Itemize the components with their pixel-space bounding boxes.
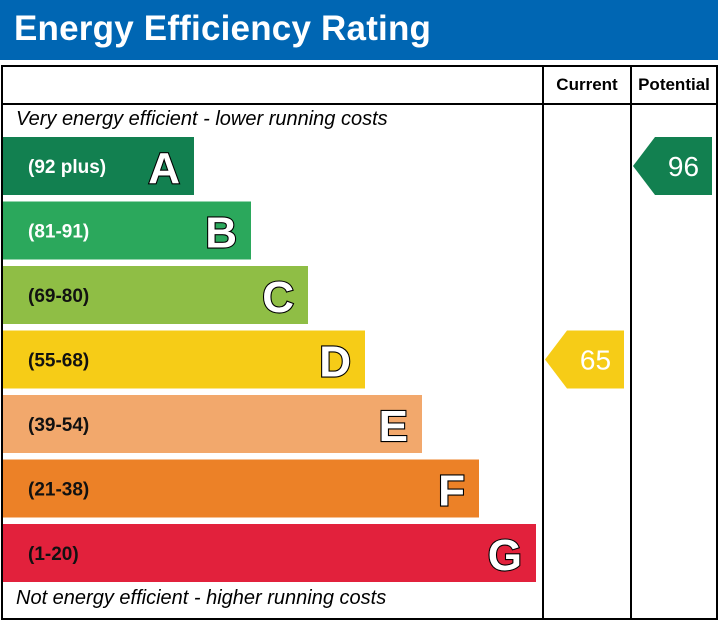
header-bar: Energy Efficiency Rating	[0, 0, 718, 60]
header-divider	[3, 103, 716, 105]
potential-rating-arrow	[633, 137, 712, 195]
band-range-c: (69-80)	[28, 286, 89, 307]
band-letter-f: F	[438, 467, 465, 516]
potential-column-divider	[630, 67, 632, 618]
note-efficient: Very energy efficient - lower running co…	[16, 108, 388, 130]
current-rating-arrow	[545, 330, 624, 389]
band-bar-e	[3, 395, 422, 453]
note-inefficient: Not energy efficient - higher running co…	[16, 587, 387, 609]
band-bar-a	[3, 137, 194, 195]
potential-column-header: Potential	[638, 75, 710, 94]
band-bar-f	[3, 459, 479, 518]
band-bar-b	[3, 201, 251, 260]
band-letter-e: E	[379, 402, 408, 451]
band-letter-d: D	[319, 338, 351, 387]
band-letter-a: A	[148, 144, 180, 193]
current-rating-value: 65	[580, 345, 611, 376]
band-range-f: (21-38)	[28, 480, 89, 501]
band-bar-g	[3, 524, 536, 582]
band-letter-b: B	[205, 209, 237, 258]
band-range-e: (39-54)	[28, 415, 89, 436]
page-title: Energy Efficiency Rating	[14, 9, 432, 48]
current-column-divider	[542, 67, 544, 618]
band-range-g: (1-20)	[28, 544, 79, 565]
band-range-b: (81-91)	[28, 222, 89, 243]
band-range-d: (55-68)	[28, 351, 89, 372]
band-bar-c	[3, 266, 308, 324]
band-range-a: (92 plus)	[28, 157, 106, 178]
band-letter-g: G	[488, 531, 522, 580]
band-letter-c: C	[262, 273, 294, 322]
potential-rating-value: 96	[668, 151, 699, 182]
current-column-header: Current	[556, 75, 618, 94]
band-bar-d	[3, 330, 365, 389]
